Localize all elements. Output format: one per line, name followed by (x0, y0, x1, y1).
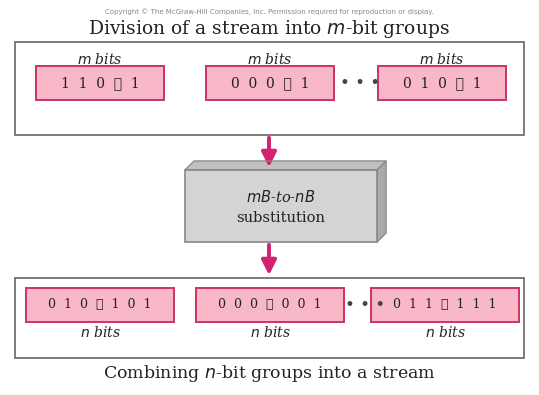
Text: $m$ bits: $m$ bits (419, 52, 465, 67)
Bar (15, 42, 524, 135)
Text: 1  1  0  ⋯  1: 1 1 0 ⋯ 1 (60, 76, 140, 90)
Text: Copyright © The McGraw-Hill Companies, Inc. Permission required for reproduction: Copyright © The McGraw-Hill Companies, I… (105, 8, 433, 15)
Bar (185, 170, 377, 242)
Text: Combining $n$-bit groups into a stream: Combining $n$-bit groups into a stream (102, 363, 436, 384)
Text: • • •: • • • (340, 74, 380, 92)
Text: $n$ bits: $n$ bits (425, 325, 465, 340)
Bar (26, 288, 174, 322)
Text: substitution: substitution (237, 211, 326, 225)
Bar (371, 288, 519, 322)
Text: $m$ bits: $m$ bits (247, 52, 293, 67)
Text: 0  1  0  ⋯  1  0  1: 0 1 0 ⋯ 1 0 1 (49, 299, 152, 312)
Bar (378, 66, 506, 100)
Text: 0  1  1  ⋯  1  1  1: 0 1 1 ⋯ 1 1 1 (393, 299, 497, 312)
Bar (36, 66, 164, 100)
Text: 0  0  0  ⋯  0  0  1: 0 0 0 ⋯ 0 0 1 (218, 299, 322, 312)
Text: Division of a stream into $m$-bit groups: Division of a stream into $m$-bit groups (88, 18, 450, 40)
Text: 0  0  0  ⋯  1: 0 0 0 ⋯ 1 (231, 76, 309, 90)
Polygon shape (185, 161, 386, 170)
Text: $m$ bits: $m$ bits (77, 52, 123, 67)
Polygon shape (377, 161, 386, 242)
Text: $n$ bits: $n$ bits (80, 325, 120, 340)
Text: • • •: • • • (345, 296, 385, 314)
Bar (196, 288, 344, 322)
Bar (15, 278, 524, 358)
Text: $n$ bits: $n$ bits (250, 325, 291, 340)
Text: $mB$-to-$nB$: $mB$-to-$nB$ (246, 189, 316, 205)
Bar (206, 66, 334, 100)
Text: 0  1  0  ⋯  1: 0 1 0 ⋯ 1 (403, 76, 481, 90)
